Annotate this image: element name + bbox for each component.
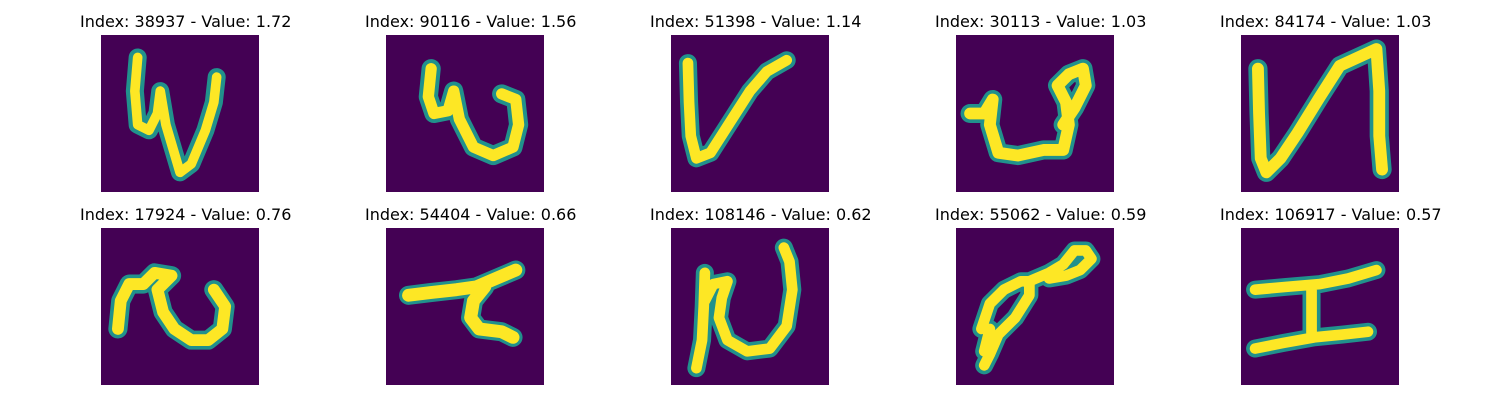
glyph-image — [386, 228, 544, 385]
glyph-image — [671, 228, 829, 385]
panel-title: Index: 106917 - Value: 0.57 — [1220, 205, 1442, 224]
panel-title: Index: 38937 - Value: 1.72 — [80, 12, 292, 31]
glyph-image — [671, 35, 829, 192]
panel-title: Index: 51398 - Value: 1.14 — [650, 12, 862, 31]
glyph-image — [1241, 35, 1399, 192]
glyph-image — [386, 35, 544, 192]
glyph-image — [101, 35, 259, 192]
panel-title: Index: 90116 - Value: 1.56 — [365, 12, 577, 31]
panel-title: Index: 84174 - Value: 1.03 — [1220, 12, 1432, 31]
panel-title: Index: 55062 - Value: 0.59 — [935, 205, 1147, 224]
panel-title: Index: 17924 - Value: 0.76 — [80, 205, 292, 224]
glyph-image — [956, 35, 1114, 192]
glyph-image — [1241, 228, 1399, 385]
panel-title: Index: 108146 - Value: 0.62 — [650, 205, 872, 224]
panel-title: Index: 54404 - Value: 0.66 — [365, 205, 577, 224]
glyph-image — [101, 228, 259, 385]
glyph-image — [956, 228, 1114, 385]
panel-title: Index: 30113 - Value: 1.03 — [935, 12, 1147, 31]
